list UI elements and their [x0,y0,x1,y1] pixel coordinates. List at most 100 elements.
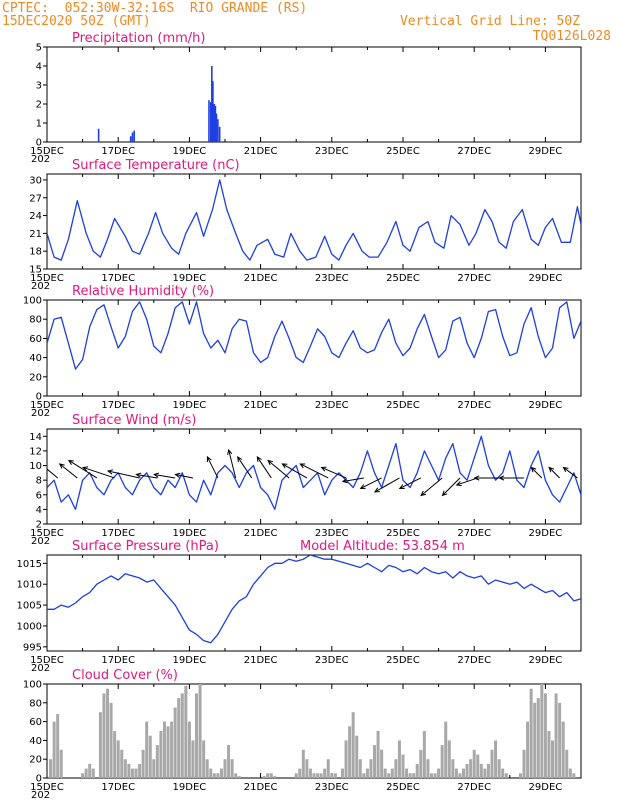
pressure-year-fragment: 202 [31,663,50,674]
cloud-bar [397,740,401,778]
cloud-bar [98,712,102,778]
pressure-ytick-label: 1010 [17,580,42,591]
cloud-bar [429,773,433,778]
wind-xtick-label: 23DEC [315,528,349,539]
humidity-title: Relative Humidity (%) [72,284,214,299]
precip-bar [209,102,212,142]
wind-vector-arrowhead [106,469,114,475]
cloud-bar [106,688,110,778]
precip-frame [46,46,582,143]
wind-vector-arrowhead [562,466,569,473]
cloud-bar [483,768,487,778]
precip-plot-area [97,66,221,142]
wind-vector-arrowhead [237,456,243,462]
wind-vector-arrowhead [227,448,233,455]
cloud-bar [465,763,469,778]
cloud-bar [447,740,451,778]
cloud-bar [522,749,526,778]
wind-vector-arrow [107,470,140,479]
precip-xtick-label: 25DEC [386,146,420,157]
cloud-bar [209,768,213,778]
cloud-bar [437,768,441,778]
pressure-xtick-label: 17DEC [101,655,135,666]
wind-vector-arrow [420,477,443,496]
precip-ytick-label: 0 [36,138,42,149]
cloud-bar [191,740,195,778]
pressure-ytick-label: 1015 [17,559,42,570]
precip-ytick-label: 2 [36,100,42,111]
cloud-bar [529,688,533,778]
wind-year-fragment: 202 [31,536,50,547]
cloud-bar [390,768,394,778]
cloud-bar [333,773,337,778]
temperature-plot-area [47,179,581,261]
precip-ytick-label: 1 [36,119,42,130]
cloud-bar [113,731,117,778]
cloud-bar [130,768,134,778]
pressure-xtick-label: 29DEC [529,655,563,666]
cloud-bar [123,759,127,778]
wind-vector-arrowhead [359,484,366,489]
cloud-ytick-label: 100 [23,680,42,691]
cloud-xtick-label: 25DEC [386,782,420,793]
pressure-ytick-label: 995 [23,642,42,653]
wind-vector-arrow [563,467,578,479]
humidity-ytick-label: 40 [29,353,42,364]
cloud-bar [415,763,419,778]
precip-xtick-label: 23DEC [315,146,349,157]
cloud-bar [88,763,92,778]
cloud-bar [558,702,562,778]
cloud-bar [462,768,466,778]
cloud-bar [376,731,380,778]
wind-xtick-label: 29DEC [529,528,563,539]
cloud-bar [373,745,377,778]
temperature-ytick-label: 27 [29,193,42,204]
wind-vector-arrowhead [530,466,537,473]
cloud-bar [219,768,223,778]
temperature-series-line [47,179,581,261]
cloud-bar [344,740,348,778]
wind-ytick-label: 14 [29,432,42,443]
wind-title: Surface Wind (m/s) [72,413,196,428]
cloud-bar [173,707,177,778]
cloud-bar [419,749,423,778]
cloud-xtick-label: 29DEC [529,782,563,793]
cloud-bar [195,693,199,778]
cloud-bar [412,773,416,778]
precip-xtick-label: 15DEC [30,146,64,157]
cloud-bar [56,714,60,778]
humidity-ytick-label: 100 [23,296,42,307]
precip-xtick-label: 21DEC [244,146,278,157]
cloud-bar [301,749,305,778]
temperature-xtick-label: 19DEC [173,273,207,284]
cloud-bar [479,763,483,778]
cloud-bar [294,773,298,778]
pressure-title: Surface Pressure (hPa) [72,539,219,554]
temperature-frame [46,173,582,270]
header-model-id: TQ0126L028 [533,29,611,44]
precip-bar [97,128,100,142]
pressure-xtick-label: 21DEC [244,655,278,666]
wind-ytick-label: 10 [29,461,42,472]
wind-vector-arrowhead [420,490,427,497]
humidity-xtick-label: 17DEC [101,400,135,411]
cloud-bar [547,731,551,778]
wind-vector-arrow [530,467,543,479]
humidity-ytick-label: 20 [29,372,42,383]
temperature-ytick-label: 30 [29,175,42,186]
cloud-bar [205,759,209,778]
cloud-bar [469,759,473,778]
cloud-bar [202,740,206,778]
wind-vector-arrow [548,467,560,479]
precip-ytick-label: 5 [36,43,42,54]
precip-bar [214,105,217,142]
cloud-bar [365,768,369,778]
cloud-bar [540,684,544,778]
cloud-bar [323,768,327,778]
temperature-xtick-label: 21DEC [244,273,278,284]
wind-vector-arrow [321,467,347,479]
wind-vector-arrowhead [67,459,74,465]
cloud-bar [155,745,159,778]
cloud-bar [497,759,501,778]
pressure-ytick-label: 1000 [17,621,42,632]
